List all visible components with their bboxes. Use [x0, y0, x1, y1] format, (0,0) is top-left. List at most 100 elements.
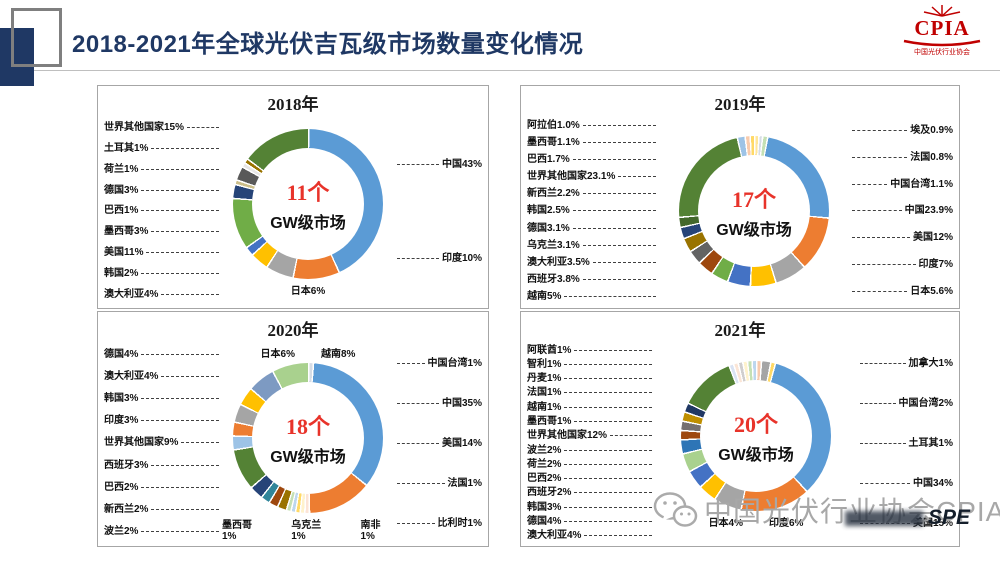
- market-count: 17个: [731, 187, 776, 212]
- wechat-icon: [653, 492, 698, 527]
- spe-stamp: SPE: [845, 506, 970, 530]
- chart-top-labels: 日本6% 越南8%: [261, 345, 356, 360]
- chart-label: 西班牙2%: [527, 487, 655, 498]
- chart-label: 中国43%: [394, 159, 482, 170]
- chart-left-labels: 德国4% 澳大利亚4% 韩国3% 印度3% 世界其他国家9% 西班牙3% 巴西2% 新西兰2%…: [104, 343, 222, 543]
- chart-label: 中国台湾1.1%: [849, 179, 953, 190]
- chart-label: 中国34%: [857, 478, 953, 489]
- cpia-logo-subtitle: 中国光伏行业协会: [914, 49, 970, 56]
- donut-hole: [252, 381, 364, 494]
- chart-label: 日本6%: [290, 285, 326, 297]
- chart-label: 阿联酋1%: [527, 345, 655, 356]
- chart-label: 德国4%: [527, 516, 655, 527]
- chart-label: 荷兰2%: [527, 459, 655, 470]
- chart-label: 巴西2%: [104, 482, 222, 493]
- chart-label: 韩国2.5%: [527, 205, 659, 216]
- chart-right-labels: 中国43% 印度10%: [394, 117, 482, 305]
- chart-label: 澳大利亚4%: [104, 289, 222, 300]
- market-count: 18个: [285, 413, 330, 439]
- chart-year-title: 2019年: [714, 95, 766, 114]
- donut-hole: [700, 379, 812, 492]
- header-divider: [0, 70, 1000, 71]
- chart-label: 法国0.8%: [849, 152, 953, 163]
- chart-right-labels: 埃及0.9% 法国0.8% 中国台湾1.1% 中国23.9% 美国12% 印度7% 日本5.…: [849, 117, 953, 305]
- blurred-stamp-text: [845, 510, 923, 526]
- chart-label: 德国4%: [104, 349, 222, 360]
- chart-label: 世界其他国家9%: [104, 437, 222, 448]
- cpia-logo: CPIA 中国光伏行业协会: [894, 4, 990, 56]
- chart-label: 新西兰2.2%: [527, 188, 659, 199]
- donut-chart: 11个 GW级市场: [233, 128, 383, 279]
- chart-label: 日本6%: [260, 348, 295, 360]
- chart-label: 越南1%: [527, 402, 655, 413]
- chart-label: 南非1%: [360, 519, 381, 542]
- chart-panel-2019: 2019年 阿拉伯1.0% 墨西哥1.1% 巴西1.7% 世界其他国家23.1% 新西兰…: [520, 85, 960, 309]
- chart-label: 美国12%: [849, 232, 953, 243]
- chart-label: 印度10%: [394, 253, 482, 264]
- chart-label: 土耳其1%: [104, 143, 222, 154]
- chart-label: 日本4%: [708, 517, 743, 529]
- market-count-unit: GW级市场: [270, 214, 346, 232]
- chart-label: 印度3%: [104, 415, 222, 426]
- chart-left-labels: 阿联酋1% 智利1% 丹麦1% 法国1% 越南1% 墨西哥1% 世界其他国家12% 波兰2% 荷…: [527, 343, 655, 543]
- decorative-outline-square: [11, 8, 62, 67]
- chart-label: 澳大利亚4%: [527, 530, 655, 541]
- chart-label: 法国1%: [394, 478, 482, 489]
- chart-label: 世界其他国家15%: [104, 122, 222, 133]
- donut-hole: [252, 147, 364, 260]
- chart-right-labels: 中国台湾1% 中国35% 美国14% 法国1% 比利时1%: [394, 343, 482, 543]
- chart-label: 比利时1%: [394, 518, 482, 529]
- chart-label: 巴西2%: [527, 473, 655, 484]
- chart-label: 西班牙3.8%: [527, 274, 659, 285]
- sunburst-icon: [923, 5, 961, 17]
- chart-label: 墨西哥1.1%: [527, 137, 659, 148]
- chart-label: 澳大利亚3.5%: [527, 257, 659, 268]
- chart-label: 巴西1%: [104, 205, 222, 216]
- chart-left-labels: 阿拉伯1.0% 墨西哥1.1% 巴西1.7% 世界其他国家23.1% 新西兰2.2% 韩国…: [527, 117, 659, 305]
- market-count-unit: GW级市场: [270, 448, 346, 466]
- donut-chart: 20个 GW级市场: [681, 360, 831, 511]
- chart-year-title: 2020年: [267, 321, 319, 340]
- chart-label: 荷兰1%: [104, 164, 222, 175]
- chart-label: 西班牙3%: [104, 460, 222, 471]
- chart-label: 日本5.6%: [849, 286, 953, 297]
- chart-label: 巴西1.7%: [527, 154, 659, 165]
- chart-label: 世界其他国家23.1%: [527, 171, 659, 182]
- chart-label: 墨西哥1%: [527, 416, 655, 427]
- decorative-navy-square: [0, 28, 34, 86]
- chart-label: 德国3%: [104, 185, 222, 196]
- chart-label: 墨西哥1%: [222, 519, 252, 542]
- cpia-logo-text: CPIA: [914, 16, 970, 40]
- market-count-unit: GW级市场: [716, 222, 792, 239]
- donut-hole: [698, 155, 810, 267]
- chart-label: 韩国3%: [104, 393, 222, 404]
- chart-bottom-labels: 墨西哥1% 乌克兰1% 南非1%: [222, 516, 394, 542]
- chart-bottom-labels: 日本4% 印度6%: [709, 514, 804, 529]
- chart-label: 乌克兰3.1%: [527, 240, 659, 251]
- chart-year-title: 2018年: [267, 95, 319, 114]
- chart-label: 美国14%: [394, 438, 482, 449]
- chart-label: 印度6%: [769, 517, 804, 529]
- donut-chart: 17个 GW级市场: [679, 136, 829, 286]
- chart-label: 世界其他国家12%: [527, 430, 655, 441]
- chart-panel-2018: 2018年 世界其他国家15% 土耳其1% 荷兰1% 德国3% 巴西1% 墨西哥3% 美国1…: [97, 85, 489, 309]
- chart-label: 阿拉伯1.0%: [527, 120, 659, 131]
- chart-year-title: 2021年: [714, 321, 766, 340]
- chart-bottom-labels: 日本6%: [291, 282, 325, 297]
- chart-panel-2020: 2020年 德国4% 澳大利亚4% 韩国3% 印度3% 世界其他国家9% 西班牙3% 巴西2…: [97, 311, 489, 547]
- chart-label: 越南8%: [321, 348, 356, 360]
- chart-label: 中国23.9%: [849, 205, 953, 216]
- chart-label: 埃及0.9%: [849, 125, 953, 136]
- chart-label: 乌克兰1%: [291, 519, 322, 542]
- chart-label: 墨西哥3%: [104, 226, 222, 237]
- chart-label: 韩国3%: [527, 502, 655, 513]
- chart-label: 中国台湾1%: [394, 358, 482, 369]
- chart-label: 韩国2%: [104, 268, 222, 279]
- chart-label: 新西兰2%: [104, 504, 222, 515]
- chart-label: 智利1%: [527, 359, 655, 370]
- chart-label: 波兰2%: [104, 526, 222, 537]
- market-count: 20个: [733, 411, 778, 437]
- market-count: 11个: [286, 179, 330, 205]
- chart-label: 加拿大1%: [857, 358, 953, 369]
- chart-label: 澳大利亚4%: [104, 371, 222, 382]
